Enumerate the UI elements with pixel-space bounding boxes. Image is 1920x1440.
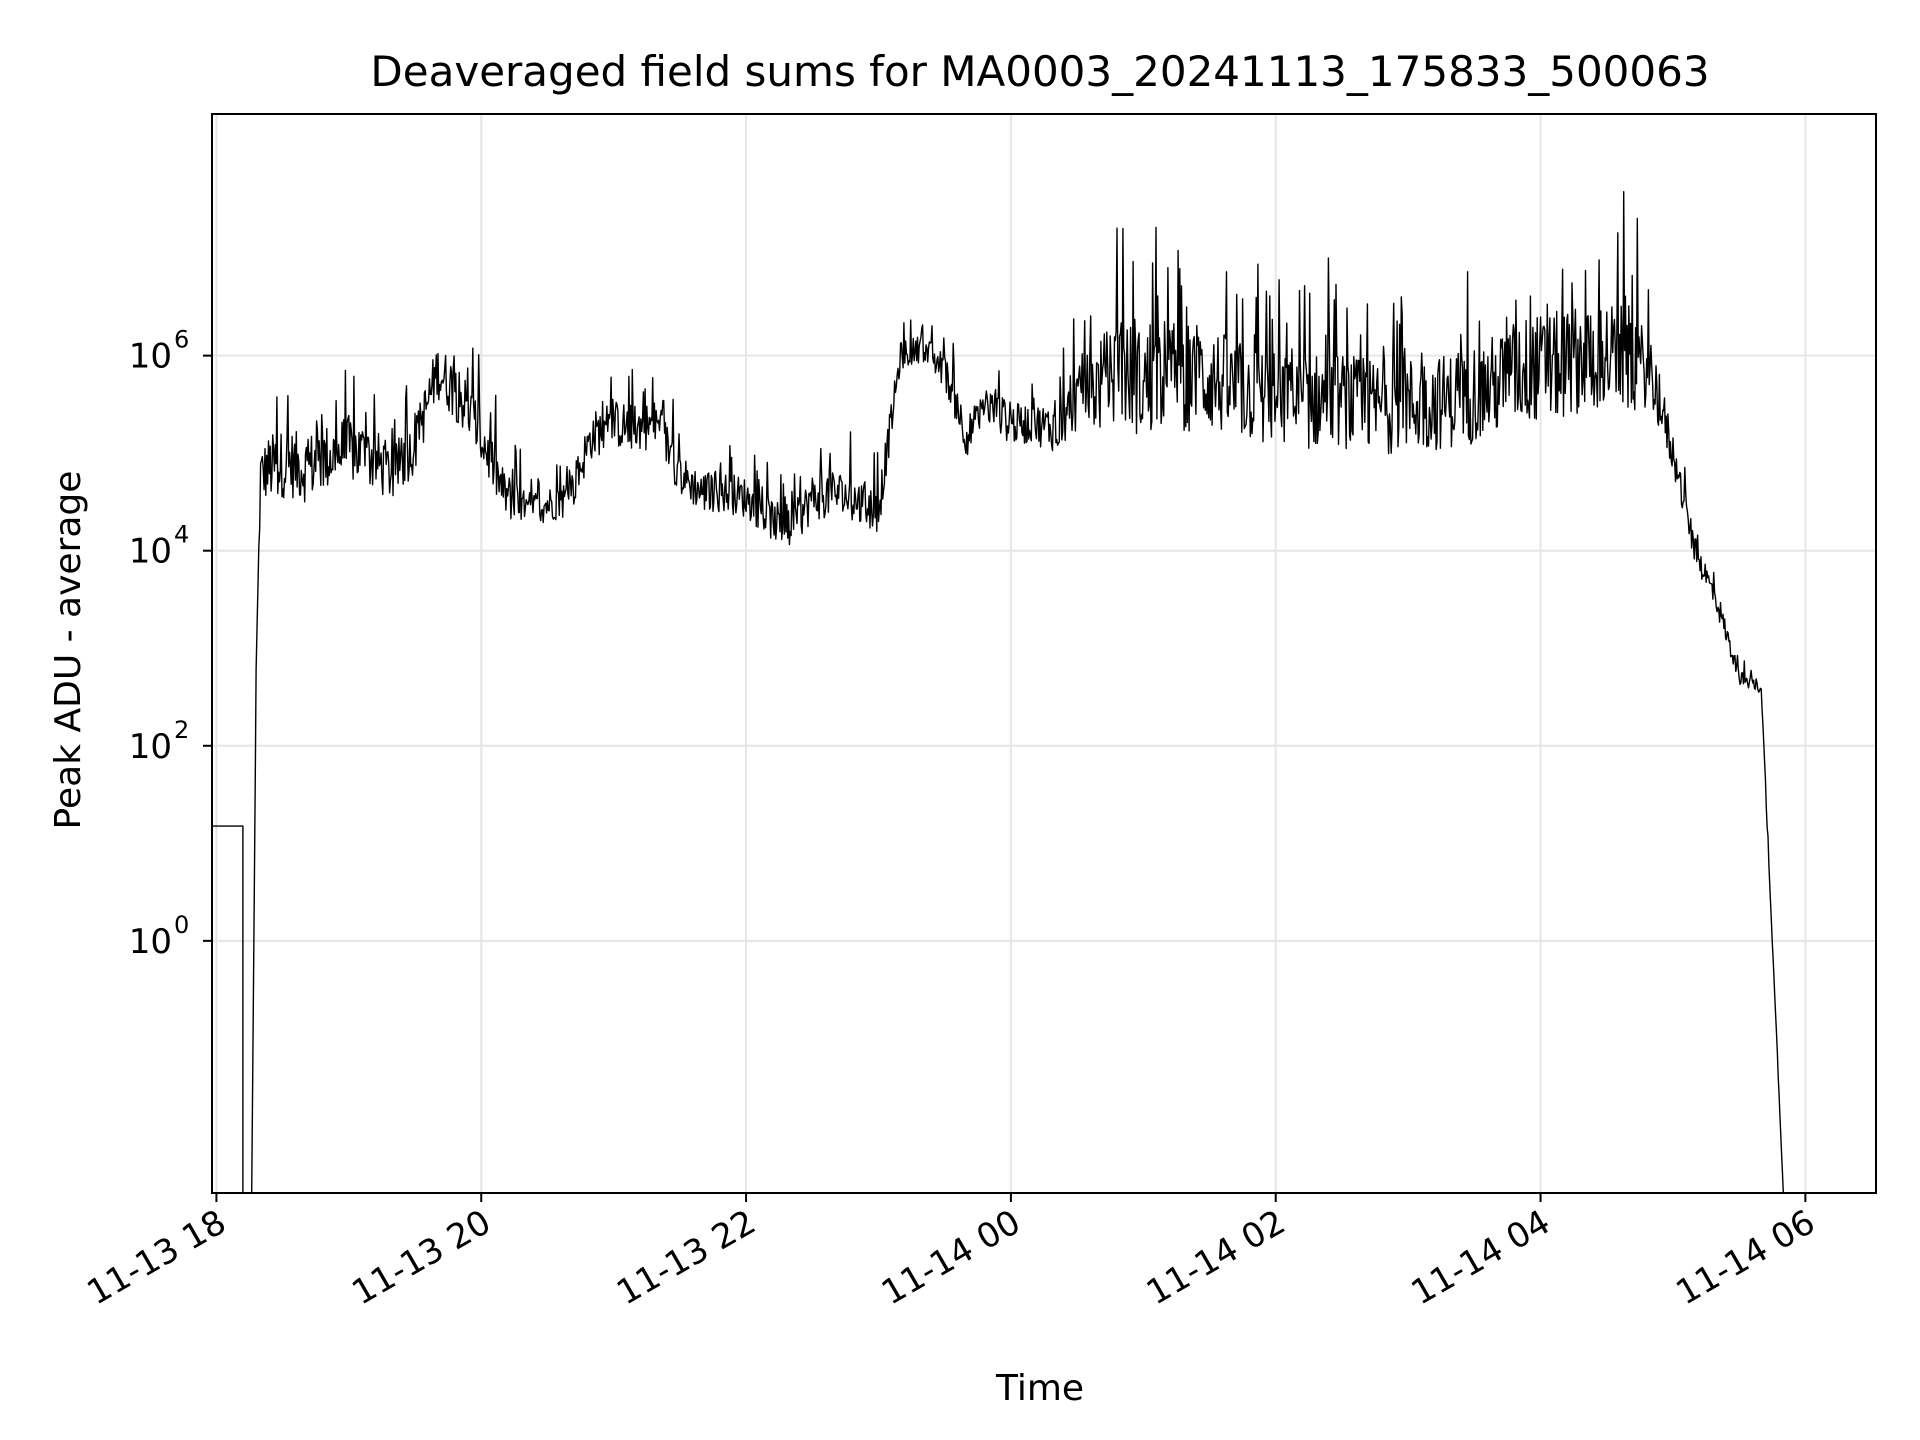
series-line: [212, 191, 1843, 1194]
grid-layer: [212, 114, 1876, 1193]
y-tick-exponent: 2: [174, 716, 189, 744]
y-tick-label: 10: [129, 922, 172, 962]
y-tick-label: 10: [129, 337, 172, 377]
y-tick-label: 10: [129, 532, 172, 572]
y-tick-exponent: 6: [174, 326, 189, 354]
plot-frame: [211, 113, 1877, 1194]
y-axis-label: Peak ADU - average: [48, 471, 89, 830]
y-tick-label: 10: [129, 727, 172, 767]
y-tick-exponent: 0: [174, 911, 189, 939]
x-axis-label: Time: [995, 1368, 1084, 1409]
y-tick-exponent: 4: [174, 521, 189, 549]
chart-title: Deaveraged field sums for MA0003_2024111…: [370, 47, 1709, 96]
series-layer: [212, 191, 1843, 1194]
